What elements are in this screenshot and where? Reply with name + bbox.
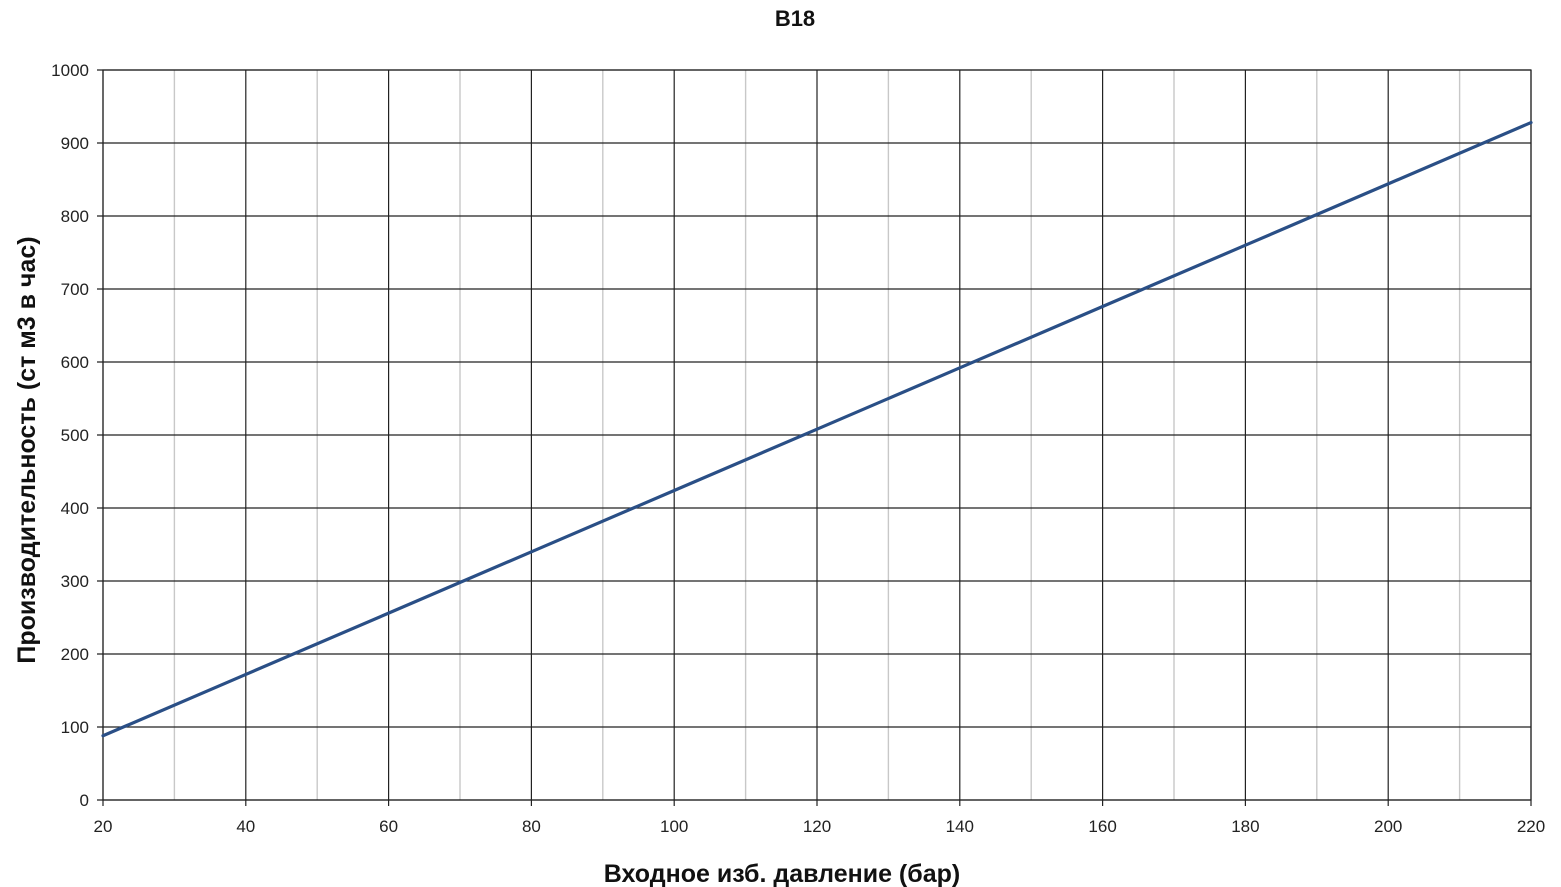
x-tick-label: 200 <box>1374 817 1402 836</box>
y-tick-label: 400 <box>61 499 89 518</box>
y-tick-label: 1000 <box>51 61 89 80</box>
chart-title: B18 <box>775 6 815 31</box>
x-tick-label: 180 <box>1231 817 1259 836</box>
x-tick-label: 100 <box>660 817 688 836</box>
y-tick-label: 700 <box>61 280 89 299</box>
plot-area <box>102 69 1532 801</box>
x-tick-label: 160 <box>1088 817 1116 836</box>
x-axis-ticks: 20 40 60 80 100 120 140 160 180 200 220 <box>94 817 1546 836</box>
y-tick-label: 200 <box>61 645 89 664</box>
y-tick-label: 500 <box>61 426 89 445</box>
y-tick-label: 600 <box>61 353 89 372</box>
y-tick-label: 100 <box>61 718 89 737</box>
x-tick-label: 140 <box>946 817 974 836</box>
x-tick-label: 40 <box>236 817 255 836</box>
y-tick-label: 900 <box>61 134 89 153</box>
x-tick-label: 220 <box>1517 817 1545 836</box>
x-axis-label: Входное изб. давление (бар) <box>604 860 960 887</box>
y-tick-label: 800 <box>61 207 89 226</box>
x-tick-label: 120 <box>803 817 831 836</box>
x-tick-label: 80 <box>522 817 541 836</box>
y-tick-label: 0 <box>80 791 89 810</box>
major-gridlines <box>97 69 1532 806</box>
y-tick-label: 300 <box>61 572 89 591</box>
series-layer <box>101 120 1533 738</box>
y-axis-label: Производительность (ст м3 в час) <box>13 236 41 663</box>
x-tick-label: 20 <box>94 817 113 836</box>
y-axis-ticks: 0 100 200 300 400 500 600 700 800 900 1000 <box>51 61 89 810</box>
x-tick-label: 60 <box>379 817 398 836</box>
